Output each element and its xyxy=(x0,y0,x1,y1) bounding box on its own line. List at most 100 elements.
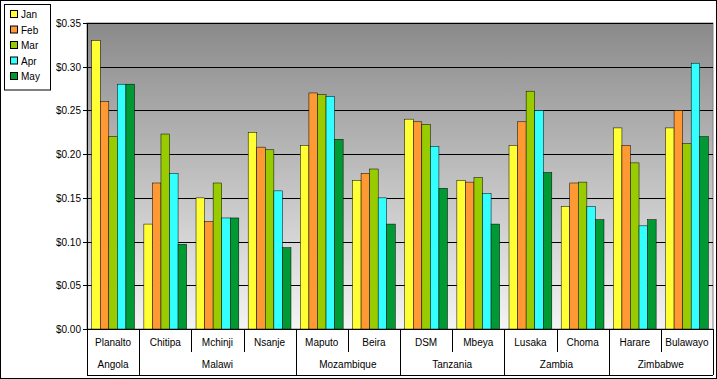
bar xyxy=(674,110,683,329)
bar xyxy=(413,122,422,329)
bar xyxy=(587,207,596,329)
bar xyxy=(370,169,379,329)
grid-line xyxy=(87,23,713,24)
bar xyxy=(474,178,483,329)
bar xyxy=(430,146,439,329)
bar xyxy=(378,198,387,329)
x-divider xyxy=(87,329,88,375)
bar xyxy=(439,188,448,329)
legend-label: Jan xyxy=(21,9,37,20)
group-label: Zimbabwe xyxy=(638,359,685,370)
y-tick xyxy=(83,242,87,243)
y-tick-label: $0.00 xyxy=(56,324,81,335)
bar xyxy=(535,110,544,329)
bar xyxy=(213,183,222,329)
y-tick-label: $0.05 xyxy=(56,280,81,291)
bar xyxy=(613,128,622,329)
legend-swatch xyxy=(11,11,18,18)
x-divider xyxy=(557,329,558,352)
bar xyxy=(205,221,214,329)
bar xyxy=(361,173,370,329)
bar xyxy=(509,145,518,329)
bar xyxy=(666,128,675,329)
plot-area xyxy=(87,23,713,329)
x-tick-label: Choma xyxy=(566,337,599,348)
bar xyxy=(518,122,527,329)
x-divider xyxy=(139,329,140,375)
bar xyxy=(491,224,500,329)
bar xyxy=(639,226,648,329)
legend-label: Feb xyxy=(21,25,39,36)
bar xyxy=(648,220,657,329)
bar xyxy=(405,119,414,329)
bar xyxy=(144,224,153,329)
y-tick-label: $0.20 xyxy=(56,149,81,160)
bar xyxy=(109,137,118,329)
bar xyxy=(100,102,109,329)
x-divider xyxy=(244,329,245,352)
bar xyxy=(691,63,700,329)
bar xyxy=(622,145,631,329)
legend-label: May xyxy=(21,71,40,82)
bar xyxy=(326,96,335,329)
bar xyxy=(335,139,344,329)
x-tick-label: Bulawayo xyxy=(665,337,709,348)
bars xyxy=(92,40,709,329)
y-tick xyxy=(83,329,87,330)
group-label: Zambia xyxy=(540,359,574,370)
x-divider xyxy=(661,329,662,352)
bar xyxy=(92,40,101,329)
bar xyxy=(274,191,283,329)
bar xyxy=(257,147,266,329)
bar xyxy=(126,84,135,329)
y-tick-label: $0.30 xyxy=(56,62,81,73)
x-divider xyxy=(296,329,297,375)
bar xyxy=(561,207,570,329)
bar xyxy=(282,248,291,329)
x-tick-label: Beira xyxy=(362,337,386,348)
x-tick-label: DSM xyxy=(415,337,437,348)
bar xyxy=(526,91,535,329)
bar xyxy=(265,150,274,329)
bar xyxy=(309,93,318,329)
legend-label: Apr xyxy=(21,56,37,67)
bar xyxy=(700,137,709,329)
legend-swatch xyxy=(11,42,18,49)
bar xyxy=(300,145,309,329)
bar xyxy=(222,218,231,329)
chart-border xyxy=(1,1,717,379)
y-tick-label: $0.10 xyxy=(56,237,81,248)
bar xyxy=(483,193,492,329)
bar xyxy=(152,183,161,329)
legend: JanFebMarAprMay xyxy=(5,5,51,91)
x-tick-label: Mbeya xyxy=(463,337,493,348)
bar xyxy=(595,220,604,329)
x-tick-label: Mchinji xyxy=(202,337,233,348)
bar xyxy=(387,224,396,329)
grid-line xyxy=(87,110,713,111)
bar xyxy=(578,182,587,329)
x-axis-bottom xyxy=(87,375,713,376)
group-label: Tanzania xyxy=(432,359,472,370)
x-tick-label: Lusaka xyxy=(514,337,547,348)
bar xyxy=(178,244,187,329)
bar xyxy=(543,173,552,329)
group-label: Mozambique xyxy=(319,359,377,370)
bar xyxy=(465,182,474,329)
y-tick xyxy=(83,67,87,68)
bar xyxy=(683,144,692,329)
y-tick xyxy=(83,154,87,155)
x-divider xyxy=(713,329,714,375)
bar xyxy=(422,124,431,329)
x-divider xyxy=(191,329,192,352)
legend-box xyxy=(5,5,51,91)
grid-line xyxy=(87,67,713,68)
bar xyxy=(248,132,257,329)
legend-swatch xyxy=(11,73,18,80)
group-label: Malawi xyxy=(202,359,233,370)
bar xyxy=(230,218,239,329)
bar xyxy=(457,180,466,329)
x-tick-label: Maputo xyxy=(305,337,339,348)
x-divider xyxy=(609,329,610,375)
y-tick xyxy=(83,110,87,111)
